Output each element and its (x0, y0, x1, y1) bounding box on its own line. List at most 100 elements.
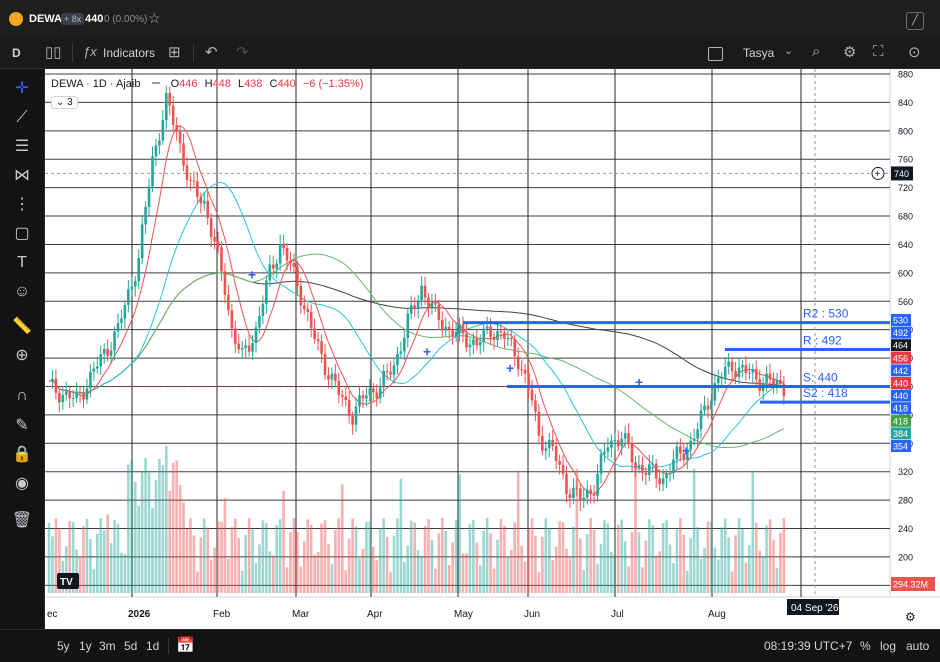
pattern-icon[interactable]: ⋈ (14, 167, 30, 184)
zoom-in-icon[interactable]: ⊕ (15, 347, 29, 364)
volume-bar (251, 529, 254, 593)
candle-body (582, 497, 586, 502)
x-tick-label: Apr (367, 609, 383, 620)
auto-toggle[interactable]: auto (906, 639, 930, 653)
cross-marker-icon: + (506, 360, 514, 376)
price-tag-label: 530 (893, 316, 908, 326)
trash-icon[interactable]: 🗑 (11, 512, 33, 529)
candle-body (575, 487, 579, 489)
log-toggle[interactable]: log (880, 639, 897, 653)
chevron-down-icon[interactable]: ⌄ (784, 45, 794, 57)
candle-body (534, 400, 537, 412)
candle-body (240, 347, 244, 350)
redo-icon[interactable]: ↷ (236, 44, 249, 61)
text-tool-icon[interactable]: T (17, 254, 27, 271)
fullscreen-edit-icon[interactable]: ╱ (906, 12, 924, 30)
tab-price: 440 (85, 13, 104, 25)
range-1y[interactable]: 1y (79, 639, 92, 653)
clock-time[interactable]: 08:19:39 UTC+7 (764, 639, 853, 653)
candle-body (165, 92, 168, 121)
candle-body (268, 264, 272, 281)
volume-bar (703, 548, 706, 593)
candle-body (278, 243, 282, 264)
candle-body (372, 388, 375, 393)
trend-line-icon[interactable]: ⟋ (16, 109, 28, 126)
candle-body (717, 377, 720, 384)
emoji-icon[interactable]: ☺ (13, 283, 31, 300)
candle-body (596, 473, 599, 496)
candle-body (641, 464, 644, 473)
projection-icon[interactable]: ⋮ (14, 196, 30, 213)
cross-marker-icon: + (248, 266, 256, 282)
crosshair-icon[interactable]: ✛ (15, 80, 29, 97)
interval-button[interactable]: D (12, 46, 21, 60)
price-tag (891, 389, 911, 402)
volume-bar (196, 571, 199, 593)
candle-body (620, 438, 623, 447)
price-tag (891, 427, 911, 440)
quick-search-icon[interactable]: ⌕ (812, 43, 821, 60)
templates-grid-icon[interactable]: ⊞ (168, 44, 181, 61)
volume-bar (554, 546, 558, 593)
chart-area[interactable]: 8808408007607206806406005605204804404003… (45, 69, 940, 629)
candle-body (127, 289, 130, 305)
candle-body (516, 356, 520, 370)
candle-body (741, 364, 744, 368)
fx-icon[interactable]: ƒx (83, 44, 97, 59)
indicators-button[interactable]: Indicators (103, 46, 156, 60)
candles-type-icon[interactable]: ▯▯ (45, 44, 62, 61)
fullscreen-icon[interactable]: ⛶ (873, 43, 884, 60)
range-3m[interactable]: 3m (99, 639, 116, 653)
volume-tag-label: 294.32M (893, 580, 928, 590)
candle-body (772, 379, 775, 385)
draw-lock-icon[interactable]: ✎ (15, 417, 29, 434)
undo-icon[interactable]: ↶ (205, 44, 218, 61)
indicators-toggle[interactable]: ⌄ 3 (51, 96, 78, 109)
fib-lines-icon[interactable]: ☰ (14, 138, 30, 155)
volume-bar (330, 563, 334, 593)
candle-body (568, 494, 572, 498)
legend-close: 440 (277, 78, 296, 90)
volume-bar (403, 561, 406, 593)
range-1d[interactable]: 1d (146, 639, 160, 653)
volume-bar (472, 519, 475, 593)
magnet-icon[interactable]: ∩ (16, 387, 28, 404)
volume-bar (682, 534, 686, 593)
percent-toggle[interactable]: % (860, 639, 871, 653)
volume-bar (213, 547, 216, 593)
candle-body (196, 181, 199, 197)
favorite-star-icon[interactable]: ☆ (148, 10, 161, 26)
visibility-eye-icon[interactable]: ◉ (15, 475, 29, 492)
candle-body (606, 447, 610, 452)
tab-symbol[interactable]: DEWA (29, 13, 62, 25)
range-5d[interactable]: 5d (124, 639, 138, 653)
candle-body (651, 463, 655, 465)
range-5y[interactable]: 5y (57, 639, 70, 653)
volume-bar (644, 540, 648, 593)
volume-bar (520, 545, 523, 593)
volume-bar (409, 520, 413, 593)
chart-legend: DEWA · 1D · Ajaib O446 H448 L438 C440 −6… (51, 78, 363, 90)
volume-bar (754, 522, 758, 593)
volume-bar (365, 522, 368, 593)
price-tag-label: 440 (893, 391, 908, 401)
volume-bar (737, 518, 741, 593)
volume-bar (254, 563, 258, 593)
date-range-calendar-icon[interactable]: 📅 (176, 637, 195, 654)
lock-icon[interactable]: 🔒 (12, 446, 32, 463)
ruler-icon[interactable]: 📏 (12, 318, 32, 335)
candle-body (630, 444, 634, 463)
settings-gear-icon[interactable]: ⚙ (843, 44, 857, 61)
layout-square-icon[interactable] (708, 47, 723, 61)
candle-body (161, 120, 165, 141)
volume-bar (641, 567, 644, 593)
volume-bar (64, 546, 68, 593)
volume-bar (668, 544, 672, 593)
shapes-icon[interactable]: ▢ (14, 225, 30, 242)
layout-name[interactable]: Tasya (743, 46, 775, 60)
candle-body (244, 345, 247, 348)
volume-bar (182, 502, 185, 593)
camera-icon[interactable]: ⊙ (908, 44, 921, 61)
price-chart[interactable]: 8808408007607206806406005605204804404003… (45, 69, 940, 629)
candle-body (140, 224, 144, 259)
